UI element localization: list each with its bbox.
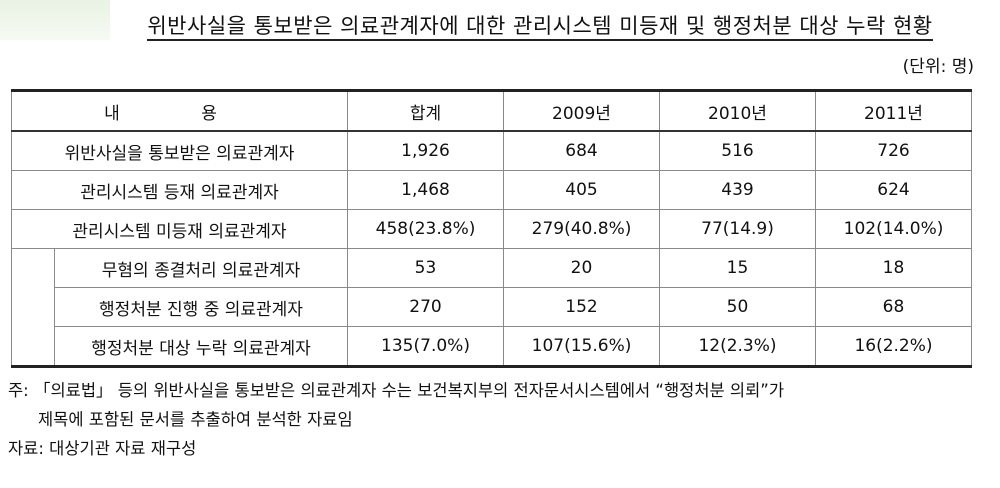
status-table: 내 용 합계 2009년 2010년 2011년 위반사실을 통보받은 의료관계… xyxy=(11,89,972,368)
note-line-1: 주: 「의료법」 등의 위반사실을 통보받은 의료관계자 수는 보건복지부의 전… xyxy=(8,381,785,400)
cell-total: 458(23.8%) xyxy=(347,209,504,249)
document-title: 위반사실을 통보받은 의료관계자에 대한 관리시스템 미등재 및 행정처분 대상… xyxy=(110,10,970,41)
note-line-2: 제목에 포함된 문서를 추출하여 분석한 자료임 xyxy=(38,410,353,429)
cell-2010: 77(14.9) xyxy=(659,209,816,249)
cell-2011: 18 xyxy=(815,248,972,288)
unit-label: (단위: 명) xyxy=(902,57,974,77)
table-row: 위반사실을 통보받은 의료관계자 1,926 684 516 726 xyxy=(11,130,972,171)
cell-2011: 102(14.0%) xyxy=(815,209,972,249)
row-label: 무혐의 종결처리 의료관계자 xyxy=(54,248,348,288)
indent-spacer xyxy=(11,248,55,367)
cell-total: 135(7.0%) xyxy=(347,326,504,367)
table-row: 행정처분 진행 중 의료관계자 270 152 50 68 xyxy=(12,287,972,327)
table-row: 행정처분 대상 누락 의료관계자 135(7.0%) 107(15.6%) 12… xyxy=(12,326,972,367)
header-2010: 2010년 xyxy=(659,90,816,132)
cell-2009: 20 xyxy=(503,248,660,288)
cell-total: 1,926 xyxy=(347,130,504,171)
notes-section: 주: 「의료법」 등의 위반사실을 통보받은 의료관계자 수는 보건복지부의 전… xyxy=(8,376,993,463)
header-content-label: 내 용 xyxy=(104,103,255,124)
cell-2010: 516 xyxy=(659,130,816,171)
header-2011: 2011년 xyxy=(815,90,972,132)
cell-2010: 439 xyxy=(659,170,816,210)
row-label: 위반사실을 통보받은 의료관계자 xyxy=(11,130,348,171)
table-row: 관리시스템 등재 의료관계자 1,468 405 439 624 xyxy=(11,170,972,210)
corner-decoration xyxy=(0,0,110,40)
cell-2010: 50 xyxy=(659,287,816,327)
cell-2009: 107(15.6%) xyxy=(503,326,660,367)
header-total: 합계 xyxy=(347,90,504,132)
table-row: 무혐의 종결처리 의료관계자 53 20 15 18 xyxy=(11,248,972,367)
header-2009: 2009년 xyxy=(503,90,660,132)
row-label: 행정처분 진행 중 의료관계자 xyxy=(54,287,348,327)
row-label: 행정처분 대상 누락 의료관계자 xyxy=(54,326,348,367)
table-header-row: 내 용 합계 2009년 2010년 2011년 xyxy=(11,90,972,132)
cell-2010: 12(2.3%) xyxy=(659,326,816,367)
row-label: 관리시스템 등재 의료관계자 xyxy=(11,170,348,210)
source-line: 자료: 대상기관 자료 재구성 xyxy=(8,439,197,458)
cell-total: 270 xyxy=(347,287,504,327)
cell-2011: 624 xyxy=(815,170,972,210)
cell-total: 1,468 xyxy=(347,170,504,210)
cell-2011: 68 xyxy=(815,287,972,327)
header-content: 내 용 xyxy=(11,90,348,132)
table-row: 관리시스템 미등재 의료관계자 458(23.8%) 279(40.8%) 77… xyxy=(11,209,972,249)
cell-2011: 726 xyxy=(815,130,972,171)
cell-total: 53 xyxy=(347,248,504,288)
document-title-text: 위반사실을 통보받은 의료관계자에 대한 관리시스템 미등재 및 행정처분 대상… xyxy=(147,14,933,41)
row-label: 관리시스템 미등재 의료관계자 xyxy=(11,209,348,249)
cell-2011: 16(2.2%) xyxy=(815,326,972,367)
cell-2009: 152 xyxy=(503,287,660,327)
cell-2009: 684 xyxy=(503,130,660,171)
cell-2009: 279(40.8%) xyxy=(503,209,660,249)
cell-2010: 15 xyxy=(659,248,816,288)
cell-2009: 405 xyxy=(503,170,660,210)
